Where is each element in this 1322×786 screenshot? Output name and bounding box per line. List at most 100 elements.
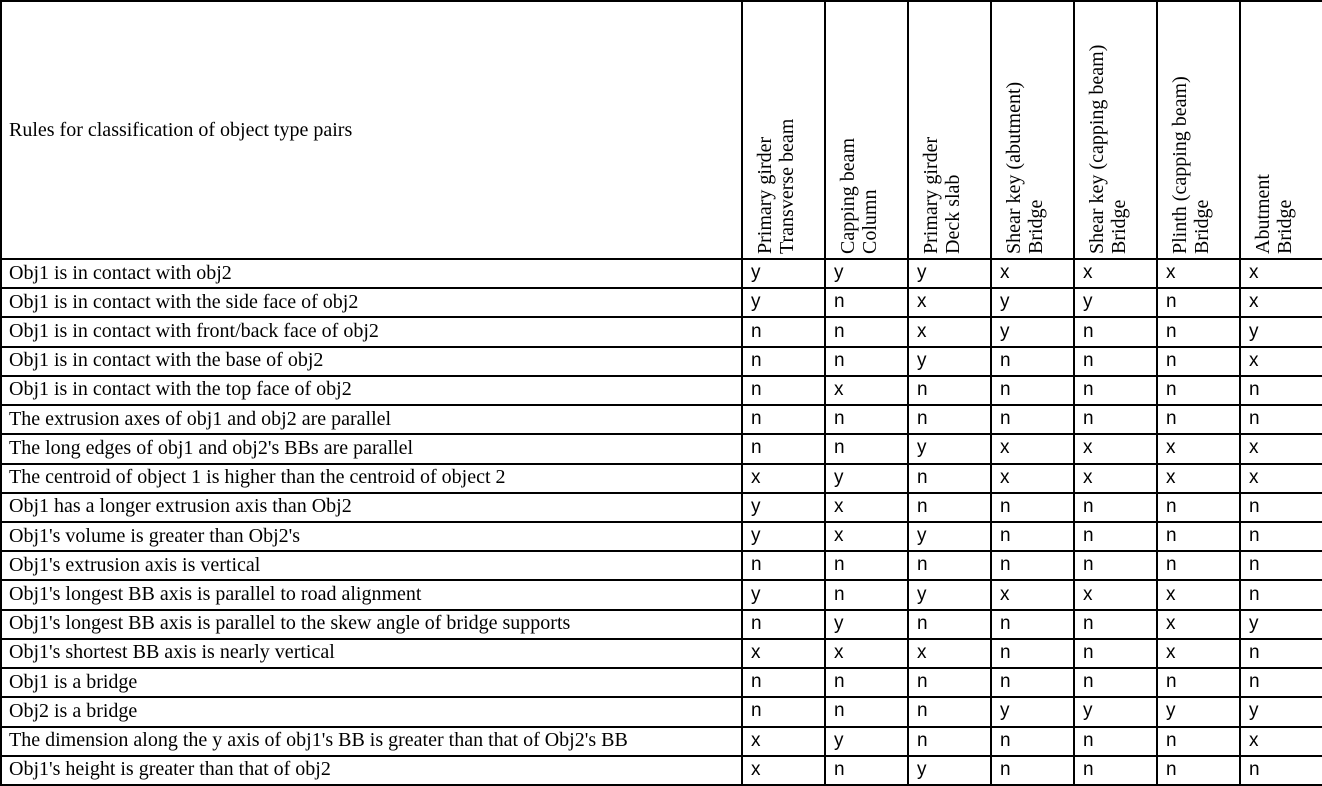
value-cell: x bbox=[1239, 725, 1322, 757]
value-cell: x bbox=[1239, 257, 1322, 290]
rule-label: The long edges of obj1 and obj2's BBs ar… bbox=[0, 433, 743, 465]
value-cell: n bbox=[1239, 550, 1322, 582]
value-cell: n bbox=[990, 608, 1075, 640]
value-cell: x bbox=[824, 520, 909, 553]
value-cell: n bbox=[824, 667, 909, 699]
value-cell: x bbox=[1073, 462, 1158, 494]
value-cell: y bbox=[1073, 287, 1158, 319]
column-header-shear-key-capping-beam-bridge: Shear key (capping beam) Bridge bbox=[1073, 0, 1158, 260]
value-cell: n bbox=[741, 608, 826, 640]
value-cell: x bbox=[824, 374, 909, 407]
value-cell: y bbox=[741, 520, 826, 553]
value-cell: n bbox=[1073, 491, 1158, 523]
value-cell: n bbox=[824, 433, 909, 465]
rule-label: Obj1's shortest BB axis is nearly vertic… bbox=[0, 637, 743, 670]
value-cell: n bbox=[824, 316, 909, 348]
value-cell: x bbox=[741, 637, 826, 670]
value-cell: x bbox=[990, 433, 1075, 465]
value-cell: n bbox=[990, 637, 1075, 670]
value-cell: x bbox=[990, 257, 1075, 290]
value-cell: n bbox=[1156, 316, 1241, 348]
value-cell: n bbox=[741, 316, 826, 348]
value-cell: x bbox=[907, 637, 992, 670]
value-cell: n bbox=[1073, 608, 1158, 640]
value-cell: n bbox=[1156, 520, 1241, 553]
header-line2: Bridge bbox=[1191, 199, 1213, 254]
header-line1: Plinth (capping beam) bbox=[1169, 76, 1191, 254]
table-header: Rules for classification of object type … bbox=[0, 0, 1322, 260]
header-line2: Transverse beam bbox=[776, 118, 798, 254]
table-row: Obj1 has a longer extrusion axis than Ob… bbox=[0, 491, 1322, 523]
value-cell: x bbox=[1239, 345, 1322, 377]
value-cell: n bbox=[1156, 754, 1241, 786]
value-cell: n bbox=[1239, 754, 1322, 786]
header-line1: Shear key (capping beam) bbox=[1086, 44, 1108, 254]
value-cell: n bbox=[1073, 316, 1158, 348]
rotated-header-text: Shear key (abutment) Bridge bbox=[1003, 82, 1047, 254]
value-cell: n bbox=[1073, 520, 1158, 553]
value-cell: n bbox=[1156, 345, 1241, 377]
value-cell: n bbox=[741, 433, 826, 465]
table-row: Obj1 is in contact with the side face of… bbox=[0, 287, 1322, 319]
value-cell: n bbox=[824, 754, 909, 786]
value-cell: y bbox=[1156, 696, 1241, 728]
value-cell: n bbox=[907, 725, 992, 757]
value-cell: n bbox=[990, 345, 1075, 377]
value-cell: x bbox=[907, 316, 992, 348]
value-cell: n bbox=[741, 550, 826, 582]
column-header-primary-girder-transverse-beam: Primary girder Transverse beam bbox=[741, 0, 826, 260]
rotated-header-text: Plinth (capping beam) Bridge bbox=[1169, 76, 1213, 254]
header-line1: Shear key (abutment) bbox=[1003, 81, 1025, 254]
rotated-header-text: Shear key (capping beam) Bridge bbox=[1086, 45, 1130, 254]
table-row: Obj1's volume is greater than Obj2's y x y n… bbox=[0, 520, 1322, 553]
value-cell: x bbox=[1156, 579, 1241, 611]
value-cell: n bbox=[990, 520, 1075, 553]
value-cell: y bbox=[824, 462, 909, 494]
value-cell: n bbox=[1156, 725, 1241, 757]
header-row: Rules for classification of object type … bbox=[0, 0, 1322, 260]
header-line2: Bridge bbox=[1274, 199, 1296, 254]
rotated-header-text: Capping beam Column bbox=[837, 138, 881, 254]
header-line1: Abutment bbox=[1252, 174, 1274, 254]
value-cell: n bbox=[1156, 550, 1241, 582]
corner-header: Rules for classification of object type … bbox=[0, 0, 743, 260]
value-cell: x bbox=[1073, 433, 1158, 465]
table-row: Obj1's extrusion axis is vertical n n n n n n n bbox=[0, 550, 1322, 582]
table-row: Obj1's height is greater than that of ob… bbox=[0, 754, 1322, 786]
value-cell: y bbox=[741, 257, 826, 290]
value-cell: n bbox=[1073, 667, 1158, 699]
value-cell: y bbox=[990, 287, 1075, 319]
value-cell: y bbox=[1073, 696, 1158, 728]
value-cell: y bbox=[907, 345, 992, 377]
rule-label: Obj1's extrusion axis is vertical bbox=[0, 550, 743, 582]
header-line2: Deck slab bbox=[942, 174, 964, 254]
value-cell: n bbox=[990, 491, 1075, 523]
value-cell: n bbox=[824, 287, 909, 319]
table-body: Obj1 is in contact with obj2 y y y x x x x Obj1 … bbox=[0, 257, 1322, 786]
table-row: Obj1 is in contact with front/back face … bbox=[0, 316, 1322, 348]
value-cell: x bbox=[741, 754, 826, 786]
value-cell: x bbox=[741, 725, 826, 757]
value-cell: n bbox=[1239, 404, 1322, 436]
value-cell: y bbox=[907, 754, 992, 786]
value-cell: x bbox=[741, 462, 826, 494]
value-cell: y bbox=[824, 608, 909, 640]
value-cell: x bbox=[990, 462, 1075, 494]
value-cell: n bbox=[907, 462, 992, 494]
value-cell: n bbox=[1156, 287, 1241, 319]
value-cell: n bbox=[907, 550, 992, 582]
table-row: The long edges of obj1 and obj2's BBs ar… bbox=[0, 433, 1322, 465]
value-cell: x bbox=[1239, 287, 1322, 319]
value-cell: n bbox=[824, 345, 909, 377]
table-row: Obj1's longest BB axis is parallel to th… bbox=[0, 608, 1322, 640]
value-cell: n bbox=[907, 667, 992, 699]
rule-label: Obj1 has a longer extrusion axis than Ob… bbox=[0, 491, 743, 523]
value-cell: x bbox=[907, 287, 992, 319]
value-cell: x bbox=[1073, 257, 1158, 290]
value-cell: n bbox=[1239, 374, 1322, 407]
value-cell: n bbox=[1073, 345, 1158, 377]
rule-label: Obj1 is in contact with the top face of … bbox=[0, 374, 743, 407]
rule-label: The extrusion axes of obj1 and obj2 are … bbox=[0, 404, 743, 436]
